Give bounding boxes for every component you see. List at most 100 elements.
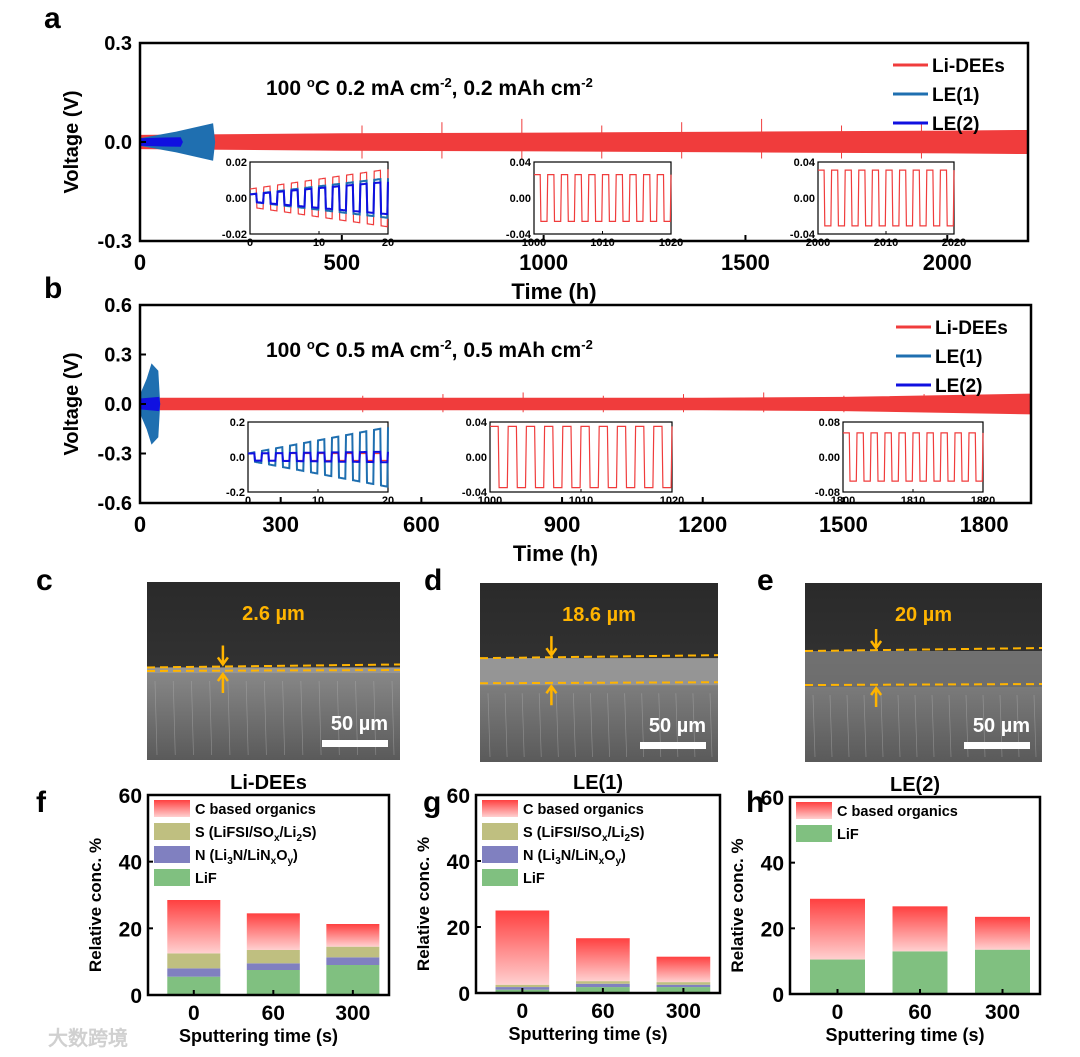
inset-y-tick-label: 0.08 [819,417,840,429]
text-part: LiF [837,827,859,843]
inset-x-tick-label: 10 [313,237,325,249]
inset-plot: 2000 2010 2020 0.04 0.00 -0.04 [790,157,966,249]
y-axis-label: Relative conc. % [728,838,747,972]
y-tick-label: -0.3 [98,444,132,466]
sem-texture [521,693,525,758]
inset-trace [248,450,389,464]
x-tick-label: 300 [262,512,299,537]
inset-y-tick-label: -0.04 [506,229,532,241]
panel-label-a: a [44,2,61,35]
bar-segment-c [246,913,300,950]
text-part: x [602,833,608,844]
text-part: 100 [266,77,307,100]
scale-bar [964,742,1030,749]
y-tick-label: 0 [458,983,470,1006]
bar-segment-n [167,968,221,977]
arrow-down-icon [870,629,883,651]
inset-y-tick-label: 0.00 [226,193,247,205]
inset-x-tick-label: 1810 [901,495,925,507]
bar-chart-g: 0 60 300 0 20 40 60 LE(1) Sputtering time (s) Rel… [414,772,722,1044]
sem-texture [300,680,304,756]
inset-plot: 0 10 20 0.2 0.0 -0.2 [226,417,394,507]
sem-texture [1033,695,1037,758]
condition-annotation: 100 oC 0.2 mA cm-2, 0.2 mAh cm-2 [266,75,593,100]
bar-segment-s [326,946,380,958]
inset-y-tick-label: -0.04 [462,487,488,499]
x-tick-label: 1500 [721,250,770,275]
condition-annotation: 100 oC 0.5 mA cm-2, 0.5 mAh cm-2 [266,337,593,362]
bar-segment-s [495,984,550,988]
text-part: ) [293,848,298,864]
y-tick-label: 0 [130,985,142,1008]
legend-label: LiF [837,827,859,843]
plot-frame [474,793,722,995]
panel-label-c: c [36,564,53,597]
panel-label-h: h [746,786,764,819]
bar-segment-n [576,983,630,988]
text-part: S (LiFSI/SO [523,825,602,841]
dashed-boundary-bottom [804,683,1043,687]
inset-x-tick-label: 0 [247,237,253,249]
bar-segment-s [246,950,300,964]
sem-texture [846,695,850,758]
thickness-label: 20 µm [895,604,952,626]
dashed-boundary-top [146,663,401,669]
y-tick-label: 20 [119,918,142,941]
text-part: x [274,833,280,844]
sem-texture [948,695,952,758]
x-axis-label: Time (h) [513,541,598,566]
chart-title: LE(1) [573,772,623,794]
voltage-trace-li-dees [139,129,1029,155]
inset-trace [249,181,389,216]
panel-label-f: f [36,786,47,819]
y-tick-label: 60 [447,785,470,808]
scale-bar-label: 50 µm [649,715,706,737]
x-tick-label: 0 [188,1002,200,1025]
x-tick-label: 0 [134,250,146,275]
text-part: , 0.2 mAh cm [452,77,582,100]
inset-y-tick-label: -0.04 [790,229,816,241]
inset-y-tick-label: 0.04 [466,417,488,429]
text-part: y [287,856,293,867]
thickness-label: 2.6 µm [242,603,305,625]
x-tick-label: 1500 [819,512,868,537]
inset-x-tick-label: 1020 [659,237,683,249]
watermark-logo: 大数跨境 [48,1026,128,1050]
sem-texture [880,695,884,758]
x-tick-label: 60 [908,1001,931,1024]
x-tick-label: 300 [985,1001,1020,1024]
y-tick-label: -0.3 [98,231,132,253]
sem-texture [709,693,713,758]
arrow-down-icon [545,636,558,658]
plot-frame [788,795,1042,996]
scale-bar [322,740,388,747]
x-tick-label: 60 [591,1000,614,1023]
sem-texture [154,680,158,756]
text-part: LiF [195,871,217,887]
dashed-boundary-bottom [146,669,401,672]
inset-y-tick-label: 0.00 [510,193,531,205]
sem-texture [897,695,901,758]
inset-x-tick-label: 1010 [569,495,593,507]
text-part: C 0.2 mA cm [315,77,440,100]
arrow-down-icon [216,645,229,667]
x-axis-label: Time (h) [511,279,596,304]
bar-segment-c [810,898,865,960]
x-tick-label: 0 [134,512,146,537]
inset-x-tick-label: 10 [312,495,324,507]
sem-texture [504,693,508,758]
text-part: N (Li [523,848,555,864]
inset-y-tick-label: 0.00 [794,193,815,205]
scale-bar-label: 50 µm [973,715,1030,737]
legend-swatch-c [154,800,190,817]
sem-texture [573,693,576,758]
arrow-up-icon [870,685,883,708]
legend-swatch-n [154,846,190,863]
x-tick-label: 0 [517,1000,529,1023]
y-tick-label: 40 [119,852,142,875]
bar-chart-f: 0 60 300 0 20 40 60 Li-DEEs Sputtering time (s) R… [86,772,391,1046]
bar-segment-n [656,984,711,988]
text-part: ) [621,848,626,864]
text-part: C based organics [837,804,958,820]
